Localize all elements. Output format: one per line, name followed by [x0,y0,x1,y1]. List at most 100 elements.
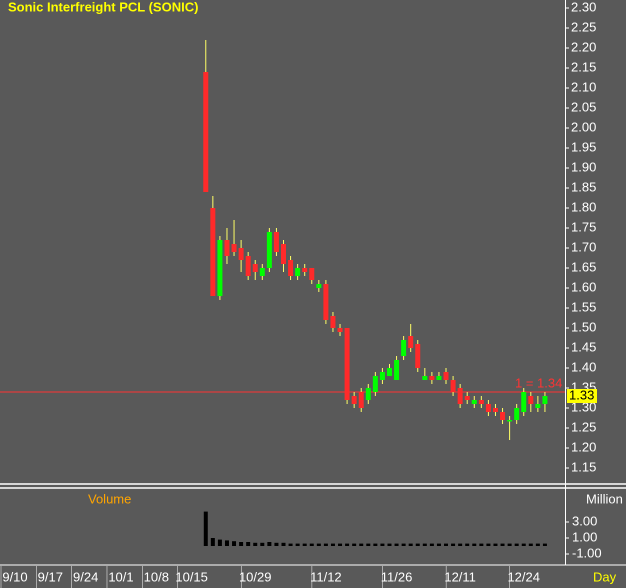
volume-bar [387,543,392,546]
volume-title: Volume [88,491,131,506]
candle-body [224,240,230,256]
volume-bar [345,543,350,546]
candle-body [252,264,258,272]
volume-bar [493,543,498,546]
volume-bar [422,543,427,546]
volume-bar [444,543,449,546]
volume-bar [302,543,307,546]
x-tick-label: 9/17 [38,569,63,584]
candle-body [372,376,378,392]
y-tick-label: 2.25 [571,19,596,34]
volume-bar [436,543,441,546]
volume-bar [514,543,519,546]
candle-body [330,316,336,328]
volume-bar [239,542,244,546]
volume-bar [232,541,237,546]
y-tick-label: 1.70 [571,239,596,254]
candle-body [415,344,421,368]
candle-body [231,244,237,252]
volume-y-tick-label: -1.00 [572,545,602,560]
candle-body [210,208,216,296]
y-tick-label: 1.55 [571,299,596,314]
volume-bar [260,542,265,546]
x-tick-label: 10/1 [108,569,133,584]
volume-bar [203,511,208,546]
volume-bar [472,543,477,546]
volume-bar [359,543,364,546]
volume-bar [330,543,335,546]
candle-body [365,388,371,400]
volume-bar [500,543,505,546]
volume-bar [479,543,484,546]
candle-body [316,284,322,288]
candle-body [436,376,442,380]
y-tick-label: 1.60 [571,279,596,294]
y-tick-label: 2.00 [571,119,596,134]
candle-body [500,412,506,420]
x-tick-label: 11/26 [381,569,413,584]
candle-body [266,232,272,268]
y-tick-label: 1.80 [571,199,596,214]
volume-bar [507,543,512,546]
volume-bar [415,543,420,546]
candle-body [485,404,491,412]
volume-bar [224,540,229,546]
last-price-label: 1.33 [569,387,594,402]
candle-body [351,396,357,404]
volume-bar [458,543,463,546]
volume-y-tick-label: 3.00 [572,513,597,528]
candle-body [309,268,315,280]
y-tick-label: 1.15 [571,459,596,474]
candle-body [521,392,527,412]
y-tick-label: 1.75 [571,219,596,234]
candle-body [478,400,484,404]
candle-body [429,376,435,380]
volume-axis-label: Million [586,491,623,506]
candle-body [471,400,477,404]
volume-bar [309,543,314,546]
candle-body [535,404,541,408]
reference-label: 1 = 1.34 [515,375,562,390]
candle-body [273,232,279,252]
x-tick-label: 9/10 [2,569,27,584]
x-tick-label: 12/11 [444,569,476,584]
volume-bar [465,543,470,546]
candle-body [217,240,223,296]
candle-body [514,408,520,420]
volume-bar [288,543,293,546]
candle-body [492,408,498,412]
candle-body [443,372,449,380]
candle-body [245,256,251,276]
volume-bar [338,543,343,546]
volume-bar [253,542,258,546]
y-tick-label: 1.20 [571,439,596,454]
volume-bar [274,542,279,546]
candle-body [394,360,400,380]
candle-body [464,396,470,400]
volume-bar [352,543,357,546]
y-tick-label: 2.20 [571,39,596,54]
candle-body [528,396,534,404]
candle-body [288,260,294,276]
volume-bar [295,543,300,546]
volume-bar [429,543,434,546]
x-tick-label: 10/15 [175,569,208,584]
y-tick-label: 1.90 [571,159,596,174]
volume-bar [535,543,540,546]
chart-title: Sonic Interfreight PCL (SONIC) [8,0,198,14]
volume-bar [217,539,222,546]
candle-body [302,268,308,272]
x-axis-label: Day [593,569,617,584]
volume-bar [380,543,385,546]
volume-bar [528,543,533,546]
y-tick-label: 1.85 [571,179,596,194]
x-tick-label: 9/24 [73,569,98,584]
volume-y-tick-label: 1.00 [572,529,597,544]
volume-bar [451,543,456,546]
y-tick-label: 2.10 [571,79,596,94]
y-tick-label: 1.45 [571,339,596,354]
y-tick-label: 2.05 [571,99,596,114]
